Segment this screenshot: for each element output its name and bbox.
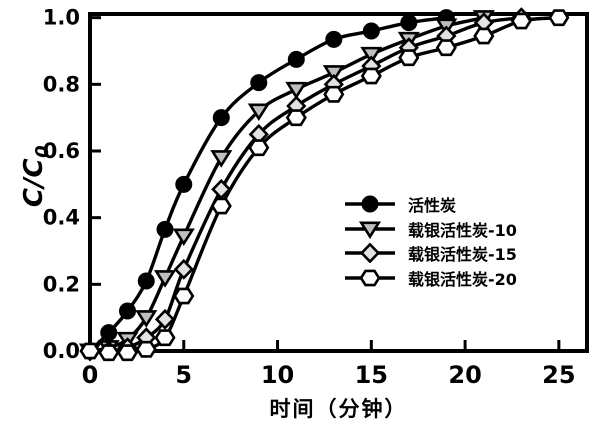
hexagon-marker: [323, 85, 345, 103]
legend-item-series-1: 载银活性炭-10: [344, 219, 517, 240]
x-tick-label: 0: [82, 361, 99, 389]
triangle-down-marker-icon: [345, 221, 395, 239]
hexagon-marker: [98, 344, 120, 362]
circle-marker: [287, 50, 305, 68]
x-tick-label: 10: [261, 361, 294, 389]
series-0-line: [88, 16, 447, 353]
circle-marker: [361, 195, 379, 213]
hexagon-marker: [510, 12, 532, 30]
triangle-down-marker: [360, 46, 383, 65]
hexagon-marker: [173, 287, 195, 305]
series-3-line: [89, 16, 560, 355]
circle-marker: [175, 175, 193, 193]
x-tick-label: 5: [175, 361, 192, 389]
plot-border: [88, 12, 589, 353]
diamond-marker: [173, 258, 194, 280]
x-axis-title: 时间（分钟）: [269, 397, 408, 421]
circle-marker-icon: [345, 195, 395, 213]
circle-marker: [250, 74, 268, 92]
diamond-marker: [154, 308, 176, 330]
legend-item-series-0: 活性炭: [344, 194, 517, 215]
y-axis-title: C/C0: [19, 145, 53, 207]
series-1-line: [89, 16, 485, 353]
y-tick-label: 0.6: [43, 139, 80, 163]
triangle-down-marker: [153, 270, 177, 288]
series-3: [79, 9, 570, 362]
hexagon-marker: [79, 342, 101, 360]
hexagon-marker: [210, 197, 232, 215]
hexagon-marker: [360, 67, 382, 85]
circle-marker: [100, 324, 118, 342]
x-tick-label: 15: [355, 361, 388, 389]
hexagon-marker: [473, 27, 495, 45]
circle-marker: [400, 14, 418, 32]
x-tick-label: 20: [448, 361, 481, 389]
y-axis-title-subscript: 0: [32, 144, 54, 158]
hexagon-marker: [548, 9, 570, 27]
x-tick-label: 25: [542, 361, 575, 389]
hexagon-marker: [154, 329, 176, 347]
diamond-marker: [359, 243, 381, 264]
hexagon-marker: [116, 344, 139, 362]
y-tick-label: 0.4: [43, 206, 80, 230]
circle-marker: [362, 22, 380, 40]
series-2: [79, 7, 532, 362]
circle-marker: [137, 272, 155, 290]
triangle-down-marker: [285, 81, 308, 100]
y-axis-title-main: C/C: [18, 157, 49, 208]
legend: 活性炭 载银活性炭-10 载银活性炭-15 载银活性炭-20: [344, 194, 517, 290]
triangle-down-marker: [135, 310, 158, 328]
triangle-down-marker: [172, 228, 195, 247]
circle-marker: [325, 30, 343, 48]
hexagon-marker: [398, 49, 420, 67]
triangle-down-marker: [247, 103, 270, 122]
hexagon-marker-icon: [345, 269, 395, 287]
triangle-down-marker: [210, 150, 233, 168]
hexagon-marker: [135, 340, 157, 358]
y-tick-label: 0.2: [43, 272, 80, 296]
circle-marker: [119, 302, 137, 320]
legend-label: 载银活性炭-20: [408, 270, 517, 290]
y-tick-label: 0.8: [43, 72, 80, 96]
circle-marker: [212, 109, 230, 127]
triangle-down-marker: [358, 221, 382, 239]
legend-item-series-3: 载银活性炭-20: [344, 268, 517, 290]
legend-label: 载银活性炭-10: [408, 220, 517, 240]
hexagon-marker: [285, 109, 307, 127]
legend-label: 活性炭: [408, 196, 457, 215]
y-tick-label: 0.0: [43, 339, 80, 363]
hexagon-marker: [248, 139, 270, 157]
legend-item-series-2: 载银活性炭-15: [344, 243, 517, 265]
circle-marker: [156, 220, 174, 238]
triangle-down-marker: [322, 65, 345, 83]
y-tick-label: 1.0: [43, 6, 80, 30]
legend-label: 载银活性炭-15: [408, 245, 517, 265]
diamond-marker-icon: [345, 243, 395, 264]
hexagon-marker: [359, 269, 381, 287]
hexagon-marker: [435, 39, 457, 57]
